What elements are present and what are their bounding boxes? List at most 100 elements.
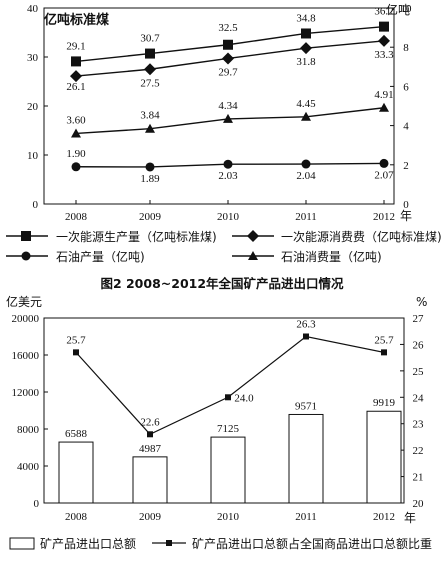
chart2-bar <box>210 436 246 504</box>
chart2-x-tick-label: 2009 <box>139 511 162 523</box>
chart2-bar <box>366 410 402 504</box>
chart2-share-label: 24.0 <box>234 392 254 404</box>
chart1-point-circle <box>379 158 389 168</box>
chart1-data-label: 1.90 <box>66 148 86 160</box>
chart1-point-square <box>301 28 311 39</box>
chart2-share-point <box>381 349 387 356</box>
chart1-data-label: 2.03 <box>218 170 238 182</box>
chart2-bar-label: 9571 <box>295 400 317 412</box>
chart2-title: 图2 2008~2012年全国矿产品进出口情况 <box>100 276 344 291</box>
chart1-legend: 一次能源生产量（亿吨标准煤) 一次能源消费费（亿吨标准煤) 石油产量（亿吨) 石… <box>6 229 442 264</box>
chart2-share-point <box>147 431 153 438</box>
chart2-y-left-tick-label: 12000 <box>12 387 40 399</box>
chart1-y-right-tick-label: 4 <box>403 121 409 133</box>
chart2-legend: 矿产品进出口总额 矿产品进出口总额占全国商品进出口总额比重 <box>9 536 432 551</box>
chart1-point-triangle <box>71 128 81 138</box>
chart1-point-diamond <box>300 42 312 55</box>
chart1-point-square <box>379 21 389 32</box>
chart1-x-tick-label: 2009 <box>139 211 162 223</box>
chart1-point-diamond <box>144 63 156 76</box>
chart1-point-square <box>145 48 155 59</box>
legend-item-primary-energy-production: 一次能源生产量（亿吨标准煤) <box>56 229 217 244</box>
legend-line-marker <box>166 540 172 546</box>
chart1-point-triangle <box>301 111 311 121</box>
chart2-x-tick-label: 2011 <box>295 511 317 523</box>
chart2-y-left-tick-label: 8000 <box>17 424 40 436</box>
legend-square-marker <box>21 231 31 241</box>
chart1-y-right-tick-label: 2 <box>403 160 409 172</box>
chart2-y-left-tick-label: 0 <box>34 498 40 510</box>
chart1-point-triangle <box>223 113 233 123</box>
chart1-y-left-tick-label: 30 <box>27 52 39 64</box>
legend-triangle-marker <box>248 251 258 260</box>
chart2-y-right-tick-label: 25 <box>413 366 425 378</box>
chart1-x-tick-label: 2011 <box>295 211 317 223</box>
chart1-point-circle <box>223 159 233 169</box>
chart1-point-circle <box>301 159 311 169</box>
chart2-y-left-label: 亿美元 <box>6 294 42 309</box>
chart1-data-label: 30.7 <box>140 33 160 45</box>
chart2-x-tick-label: 2012 <box>373 511 395 523</box>
chart2-y-right-label: % <box>416 295 427 309</box>
chart2-bar <box>288 413 324 504</box>
chart1-point-square <box>223 39 233 50</box>
chart1-point-diamond <box>222 52 234 65</box>
chart2-plot: 0 4000 8000 12000 16000 20000 20 21 22 23 24 25 26 27… <box>12 313 425 523</box>
chart1-y-right-tick-label: 6 <box>403 81 409 93</box>
chart1-y-left-tick-label: 20 <box>27 101 39 113</box>
chart1-data-label: 31.8 <box>296 56 316 68</box>
legend-item-primary-energy-consumption: 一次能源消费费（亿吨标准煤) <box>281 229 442 244</box>
chart2-bar <box>58 441 94 504</box>
chart2-bar-label: 9919 <box>373 397 396 409</box>
chart2-share-label: 25.7 <box>374 334 394 346</box>
legend-item-total-trade: 矿产品进出口总额 <box>40 537 136 551</box>
chart2-bar <box>132 456 168 504</box>
chart1-y-right-tick-label: 8 <box>403 42 409 54</box>
chart1-data-label: 4.34 <box>218 100 238 112</box>
chart2-bar-label: 6588 <box>65 428 88 440</box>
chart1-data-label: 29.7 <box>218 66 238 78</box>
chart1-y-right-tick-label: 10 <box>401 3 413 15</box>
chart2-share-point <box>225 394 231 401</box>
chart1-plot: 0 10 20 30 40 0 2 4 6 8 10 2008 2009 2010 2011 2012 29.1… <box>27 3 412 223</box>
chart1-x-tick-label: 2012 <box>373 211 395 223</box>
chart2-y-left-tick-label: 20000 <box>12 313 40 325</box>
chart2-share-label: 22.6 <box>140 416 160 428</box>
chart1-x-tick-label: 2010 <box>217 211 240 223</box>
chart2-y-left-tick-label: 16000 <box>12 350 40 362</box>
chart2-share-label: 25.7 <box>66 334 86 346</box>
chart1-data-label: 29.1 <box>66 40 85 52</box>
legend-diamond-marker <box>247 230 259 242</box>
chart2-bar-label: 4987 <box>139 443 162 455</box>
legend-bar-swatch <box>9 537 35 550</box>
chart1-x-unit: 年 <box>400 209 412 223</box>
chart1-x-tick-label: 2008 <box>65 211 88 223</box>
chart1-point-diamond <box>378 34 390 47</box>
chart2-share-point <box>303 333 309 340</box>
legend-item-oil-consumption: 石油消费量（亿吨) <box>281 249 382 264</box>
chart2-y-right-tick-label: 26 <box>413 339 425 351</box>
chart1-y-right-tick-label: 0 <box>403 199 409 211</box>
chart1-data-label: 33.3 <box>374 49 394 61</box>
chart1-point-triangle <box>145 123 155 133</box>
chart1-y-left-tick-label: 10 <box>27 150 39 162</box>
chart1-point-diamond <box>70 70 82 83</box>
chart2-y-right-tick-label: 23 <box>413 419 425 431</box>
legend-circle-marker <box>21 251 31 261</box>
chart1-data-label: 1.89 <box>140 173 160 185</box>
chart2-x-tick-label: 2010 <box>217 511 240 523</box>
chart1-data-label: 3.60 <box>66 114 86 126</box>
chart2-x-unit: 年 <box>404 511 416 525</box>
chart1-point-triangle <box>379 102 389 112</box>
chart1-y-left-label: 亿吨标准煤 <box>44 12 109 28</box>
chart1-data-label: 3.84 <box>140 110 160 122</box>
chart1-point-circle <box>145 162 155 172</box>
legend-item-trade-share: 矿产品进出口总额占全国商品进出口总额比重 <box>192 536 432 551</box>
chart1-data-label: 36.2 <box>374 6 393 18</box>
chart2-share-line <box>75 335 385 436</box>
chart2-bar-label: 7125 <box>217 423 240 435</box>
chart1-y-left-tick-label: 40 <box>27 3 39 15</box>
chart1-point-circle <box>71 162 81 172</box>
chart1-data-label: 4.91 <box>374 89 393 101</box>
